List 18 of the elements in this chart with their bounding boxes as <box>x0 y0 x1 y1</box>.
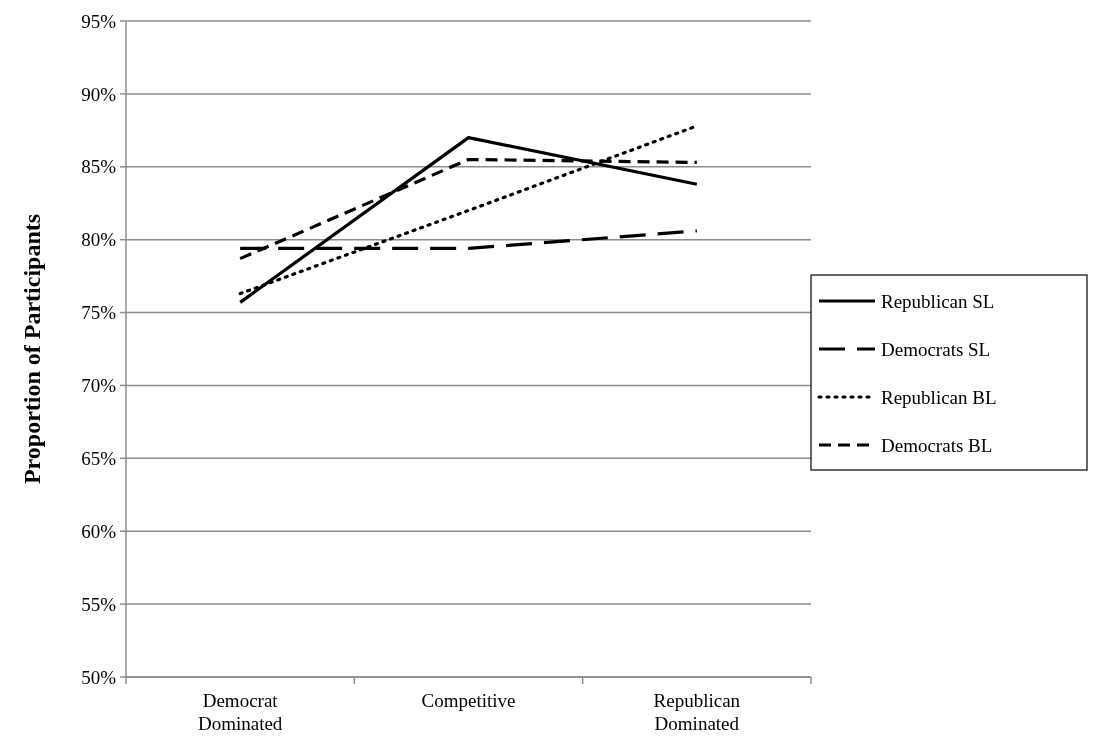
y-tick-label: 60% <box>81 520 117 542</box>
y-axis-title: Proportion of Participants <box>19 213 45 485</box>
x-tick-label: Competitive <box>421 690 516 711</box>
y-tick-label: 95% <box>81 10 117 32</box>
x-tick-label: Republican Dominated <box>653 690 741 734</box>
y-tick-label: 50% <box>81 666 117 688</box>
legend-label: Republican BL <box>881 386 997 408</box>
y-tick-label: 65% <box>81 447 117 469</box>
y-tick-label: 75% <box>81 302 117 324</box>
legend-label: Republican SL <box>881 290 995 312</box>
y-tick-label: 55% <box>81 593 117 615</box>
legend-label: Democrats SL <box>881 338 991 360</box>
y-tick-label: 80% <box>81 229 117 251</box>
legend-label: Democrats BL <box>881 434 993 456</box>
y-tick-label: 90% <box>81 83 117 105</box>
x-tick-label: Democrat Dominated <box>197 690 283 734</box>
y-tick-label: 85% <box>81 156 117 178</box>
y-tick-label: 70% <box>81 375 117 397</box>
